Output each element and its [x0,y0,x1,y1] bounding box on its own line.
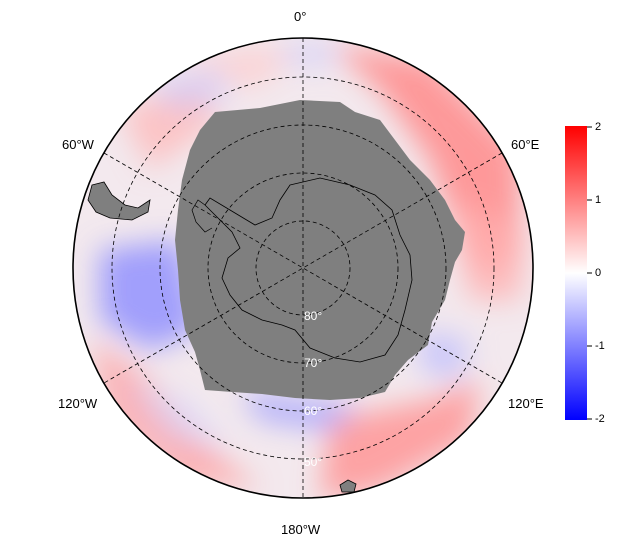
colorbar [565,126,587,420]
colorbar-label-1: 1 [595,194,602,206]
colorbar-label-2: 2 [595,121,602,133]
lon-label-0: 0° [294,9,307,24]
latitude-circle-80 [255,220,351,316]
lon-label-60e: 60°E [511,137,540,152]
antarctica-coastline [204,177,413,363]
colorbar-label-neg2: -2 [595,413,605,425]
colorbar-label-0: 0 [595,267,602,279]
lat-label-60: 60° [304,404,322,418]
lon-label-120e: 120°E [508,396,544,411]
lat-label-80: 80° [304,309,322,323]
antarctic-peninsula-outline [191,199,213,233]
graticule [103,38,503,498]
colorbar-ticks [587,126,592,420]
lon-label-60w: 60°W [62,137,94,152]
lat-label-70: 70° [304,356,322,370]
antarctica-land [175,100,465,400]
sub-antarctic-island [339,479,357,493]
colorbar-label-neg1: -1 [595,340,605,352]
south-america-tip [87,181,151,221]
lat-label-50: 50° [304,455,322,469]
lon-label-120w: 120°W [58,396,98,411]
lon-label-180: 180°W [281,522,321,537]
map-boundary [72,37,534,499]
